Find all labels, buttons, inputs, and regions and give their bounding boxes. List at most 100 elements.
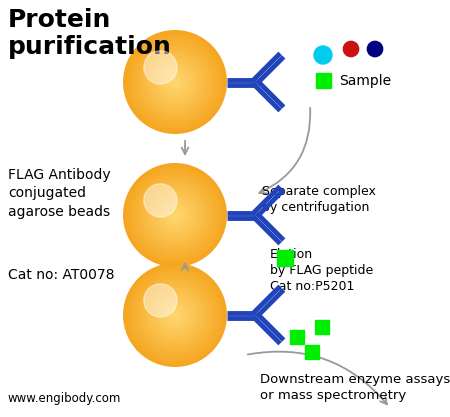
Circle shape — [133, 40, 216, 123]
Circle shape — [149, 289, 201, 341]
Circle shape — [153, 60, 198, 105]
Circle shape — [145, 286, 204, 344]
Circle shape — [125, 165, 225, 265]
Circle shape — [154, 294, 196, 336]
Circle shape — [142, 282, 208, 348]
Circle shape — [137, 44, 213, 120]
Circle shape — [161, 201, 189, 229]
Circle shape — [139, 45, 212, 118]
Circle shape — [166, 73, 184, 90]
Text: www.engibody.com: www.engibody.com — [8, 392, 122, 405]
Circle shape — [137, 277, 213, 353]
Circle shape — [156, 63, 194, 101]
Circle shape — [135, 42, 215, 122]
Circle shape — [128, 35, 222, 129]
Circle shape — [156, 296, 194, 334]
Circle shape — [163, 70, 187, 94]
Circle shape — [139, 178, 212, 251]
Circle shape — [156, 196, 194, 234]
Circle shape — [144, 284, 177, 317]
Circle shape — [173, 80, 177, 84]
FancyBboxPatch shape — [305, 345, 319, 359]
Circle shape — [165, 304, 185, 325]
Circle shape — [170, 77, 180, 87]
Circle shape — [123, 263, 227, 367]
FancyBboxPatch shape — [290, 330, 304, 344]
Circle shape — [159, 199, 191, 231]
Circle shape — [140, 180, 210, 250]
Circle shape — [165, 72, 185, 93]
Circle shape — [154, 61, 196, 103]
Circle shape — [151, 291, 199, 339]
Circle shape — [132, 172, 218, 259]
Circle shape — [153, 193, 198, 238]
Circle shape — [147, 54, 203, 110]
Circle shape — [132, 39, 218, 126]
Circle shape — [140, 48, 210, 117]
Circle shape — [158, 198, 192, 232]
Circle shape — [144, 51, 206, 113]
Text: Separate complex
by centrifugation: Separate complex by centrifugation — [262, 185, 376, 214]
Circle shape — [144, 184, 206, 246]
Circle shape — [154, 194, 196, 236]
Circle shape — [314, 46, 332, 64]
Circle shape — [171, 311, 179, 319]
Circle shape — [137, 177, 213, 253]
Text: Elution
by FLAG peptide
Cat no:P5201: Elution by FLAG peptide Cat no:P5201 — [270, 248, 373, 293]
Circle shape — [170, 210, 180, 220]
Circle shape — [128, 268, 222, 362]
Circle shape — [126, 33, 224, 131]
Circle shape — [149, 189, 201, 241]
Circle shape — [144, 284, 206, 346]
Circle shape — [139, 279, 212, 352]
Circle shape — [161, 301, 189, 329]
Circle shape — [168, 308, 182, 322]
Circle shape — [132, 271, 218, 358]
Circle shape — [173, 313, 177, 317]
Circle shape — [166, 306, 184, 324]
Circle shape — [144, 184, 177, 217]
Circle shape — [165, 205, 185, 226]
Circle shape — [140, 280, 210, 350]
Text: Downstream enzyme assays
or mass spectrometry: Downstream enzyme assays or mass spectro… — [260, 373, 450, 402]
Circle shape — [125, 265, 225, 365]
Circle shape — [171, 211, 179, 219]
Circle shape — [168, 208, 182, 222]
Circle shape — [145, 186, 204, 244]
Circle shape — [161, 68, 189, 96]
Circle shape — [123, 163, 227, 267]
Circle shape — [125, 32, 225, 132]
Text: Sample: Sample — [339, 73, 391, 88]
Circle shape — [133, 274, 216, 357]
Circle shape — [135, 175, 215, 255]
Circle shape — [166, 206, 184, 224]
Circle shape — [151, 58, 199, 106]
Circle shape — [171, 78, 179, 85]
Circle shape — [149, 56, 201, 108]
Circle shape — [126, 266, 224, 364]
Text: FLAG Antibody
conjugated
agarose beads: FLAG Antibody conjugated agarose beads — [8, 168, 111, 219]
FancyBboxPatch shape — [315, 320, 329, 334]
Text: Protein
purification: Protein purification — [8, 8, 172, 59]
Circle shape — [128, 168, 222, 262]
Circle shape — [163, 303, 187, 327]
Circle shape — [142, 49, 208, 115]
Circle shape — [133, 173, 216, 256]
Circle shape — [170, 310, 180, 320]
Circle shape — [130, 37, 220, 127]
Circle shape — [145, 53, 204, 111]
Circle shape — [159, 66, 191, 98]
Circle shape — [126, 166, 224, 264]
FancyBboxPatch shape — [277, 250, 293, 266]
Circle shape — [367, 41, 382, 57]
Circle shape — [343, 41, 359, 57]
Circle shape — [142, 182, 208, 248]
Circle shape — [147, 287, 203, 343]
Circle shape — [130, 270, 220, 360]
Circle shape — [158, 65, 192, 99]
Circle shape — [147, 187, 203, 243]
Circle shape — [144, 51, 177, 84]
FancyBboxPatch shape — [316, 73, 331, 88]
Circle shape — [173, 213, 177, 217]
Circle shape — [163, 203, 187, 227]
